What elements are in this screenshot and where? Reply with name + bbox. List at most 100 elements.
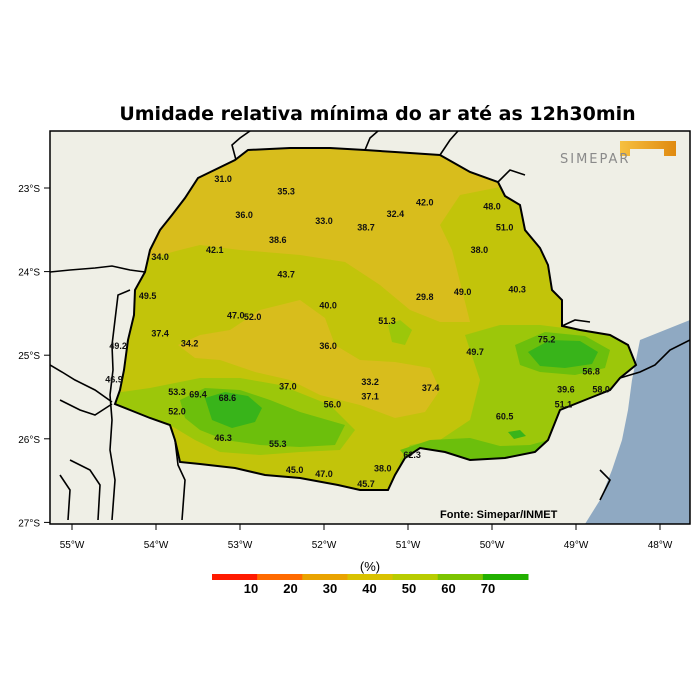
colorbar-segment xyxy=(482,574,529,580)
station-value: 55.3 xyxy=(269,439,287,449)
station-value: 52.0 xyxy=(244,312,262,322)
station-value: 35.3 xyxy=(277,187,295,197)
x-tick-label: 49°W xyxy=(564,540,589,551)
station-value: 46.9 xyxy=(105,375,123,385)
colorbar-segment xyxy=(437,574,484,580)
source-label: Fonte: Simepar/INMET xyxy=(440,509,558,521)
zone-70-east xyxy=(528,340,598,368)
colorbar-label: 60 xyxy=(441,581,455,596)
logo-icon xyxy=(620,141,676,156)
state-border xyxy=(113,147,638,491)
x-tick-label: 53°W xyxy=(228,540,253,551)
station-value: 34.0 xyxy=(151,252,169,262)
station-value: 37.0 xyxy=(279,381,297,391)
neighbor-border-west xyxy=(50,265,186,521)
colorbar-label: 40 xyxy=(362,581,376,596)
station-value: 45.0 xyxy=(286,465,304,475)
station-value: 40.0 xyxy=(319,300,337,310)
station-value: 53.3 xyxy=(168,387,186,397)
station-labels: 31.0 35.3 36.0 33.0 38.7 32.4 42.0 48.0 51.0 38.0… xyxy=(105,174,610,489)
station-value: 56.0 xyxy=(324,400,342,410)
ocean-area xyxy=(585,320,690,524)
station-value: 43.7 xyxy=(277,269,295,279)
logo-text: SIMEPAR xyxy=(560,152,630,167)
station-value: 69.4 xyxy=(189,390,207,400)
simepar-logo: SIMEPAR xyxy=(560,141,676,167)
station-value: 36.0 xyxy=(319,341,337,351)
station-value: 60.5 xyxy=(496,411,514,421)
station-value: 46.3 xyxy=(214,433,232,443)
colorbar-segment xyxy=(392,574,439,580)
colorbar-segment xyxy=(302,574,348,580)
station-value: 38.0 xyxy=(471,245,489,255)
x-tick-label: 48°W xyxy=(648,540,673,551)
map-frame xyxy=(49,130,691,525)
station-value: 36.0 xyxy=(235,210,253,220)
x-tick-label: 50°W xyxy=(480,540,505,551)
station-value: 56.8 xyxy=(582,366,600,376)
station-value: 32.4 xyxy=(387,209,405,219)
station-value: 49.7 xyxy=(466,347,484,357)
station-value: 33.2 xyxy=(361,377,379,387)
x-axis-ticks: 55°W 54°W 53°W 52°W 51°W 50°W 49°W 48°W xyxy=(60,524,673,551)
station-value: 51.0 xyxy=(496,223,514,233)
zone-70-west xyxy=(205,392,262,428)
x-tick-label: 55°W xyxy=(60,540,85,551)
station-value: 62.3 xyxy=(403,450,421,460)
station-value: 51.3 xyxy=(378,316,396,326)
x-tick-label: 51°W xyxy=(396,540,421,551)
station-value: 45.7 xyxy=(357,479,375,489)
station-value: 68.6 xyxy=(219,393,237,403)
colorbar-label: 70 xyxy=(481,581,495,596)
station-value: 33.0 xyxy=(315,216,333,226)
station-value: 42.0 xyxy=(416,197,434,207)
colorbar-unit: (%) xyxy=(360,559,380,574)
station-value: 38.0 xyxy=(374,463,392,473)
station-value: 31.0 xyxy=(214,174,232,184)
station-value: 49.2 xyxy=(109,341,127,351)
colorbar-segment xyxy=(257,574,303,580)
x-tick-label: 54°W xyxy=(144,540,169,551)
y-tick-label: 27°S xyxy=(18,518,40,529)
station-value: 58.0 xyxy=(592,385,610,395)
y-tick-label: 23°S xyxy=(18,184,40,195)
colorbar-label: 20 xyxy=(283,581,297,596)
station-value: 34.2 xyxy=(181,339,199,349)
station-value: 49.0 xyxy=(454,287,472,297)
zone-50-60-small xyxy=(388,320,412,345)
station-value: 37.4 xyxy=(151,329,169,339)
colorbar: (%) 10 20 30 40 50 60 70 xyxy=(212,559,529,596)
y-tick-label: 26°S xyxy=(18,435,40,446)
colorbar-segment xyxy=(347,574,394,580)
station-value: 29.8 xyxy=(416,292,434,302)
station-value: 42.1 xyxy=(206,245,224,255)
station-value: 48.0 xyxy=(483,202,501,212)
zone-70-small xyxy=(508,430,526,439)
x-tick-label: 52°W xyxy=(312,540,337,551)
station-value: 38.6 xyxy=(269,235,287,245)
y-tick-label: 25°S xyxy=(18,351,40,362)
neighbor-border-north xyxy=(231,131,459,161)
station-value: 75.2 xyxy=(538,335,556,345)
y-tick-label: 24°S xyxy=(18,268,40,279)
colorbar-label: 10 xyxy=(244,581,258,596)
colorbar-segment xyxy=(212,574,258,580)
map-title: Umidade relativa mínima do ar até as 12h… xyxy=(119,103,636,125)
y-axis-ticks: 23°S 24°S 25°S 26°S 27°S xyxy=(18,184,50,529)
station-value: 37.4 xyxy=(422,383,440,393)
borders xyxy=(50,131,690,521)
station-value: 49.5 xyxy=(139,291,157,301)
station-value: 47.0 xyxy=(227,310,245,320)
colorbar-label: 30 xyxy=(323,581,337,596)
station-value: 37.1 xyxy=(361,391,379,401)
neighbor-border-east xyxy=(497,169,690,501)
zone-central-low xyxy=(178,300,440,418)
station-value: 52.0 xyxy=(168,406,186,416)
station-value: 39.6 xyxy=(557,385,575,395)
station-value: 51.1 xyxy=(555,400,573,410)
station-value: 40.3 xyxy=(508,284,526,294)
station-value: 38.7 xyxy=(357,223,375,233)
station-value: 47.0 xyxy=(315,469,333,479)
colorbar-label: 50 xyxy=(402,581,416,596)
